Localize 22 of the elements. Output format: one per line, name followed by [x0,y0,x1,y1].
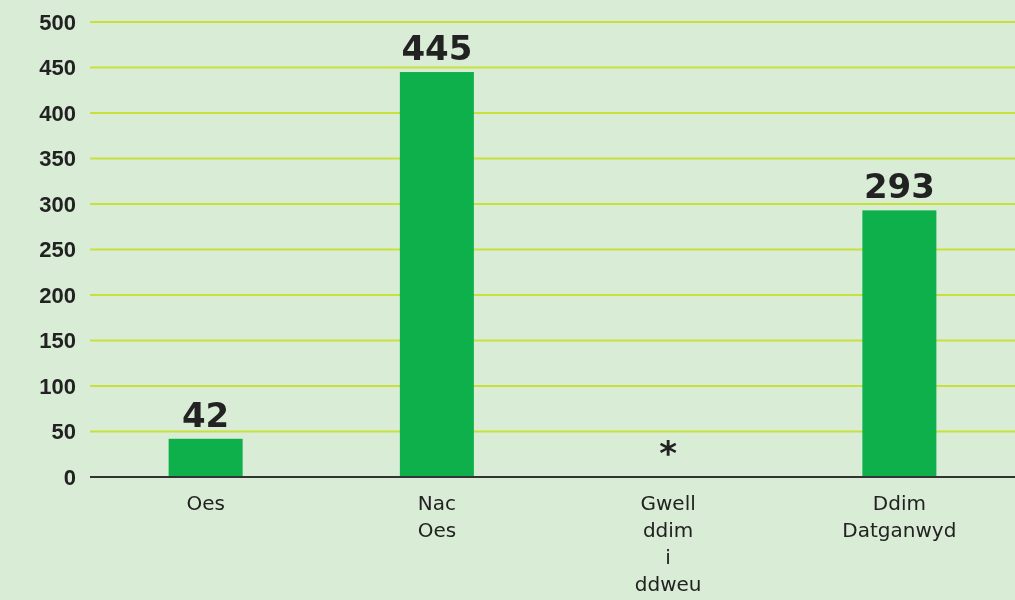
y-tick-label: 200 [39,282,76,308]
x-tick-label: Oes [186,491,225,515]
x-tick-label: Ddim Datganwyd [842,491,957,542]
bar [862,210,937,477]
y-tick-label: 300 [39,191,76,217]
y-tick-label: 0 [63,464,76,490]
y-tick-label: 450 [39,55,76,81]
data-label: 445 [401,28,473,69]
y-tick-label: 250 [39,237,76,263]
bar [399,72,474,477]
y-tick-label: 350 [39,146,76,172]
y-tick-label: 100 [39,373,76,399]
x-tick-label: Nac Oes [417,491,457,542]
x-tick-label: Gwell ddim i ddweu [634,491,702,596]
text: * [659,433,678,473]
y-tick-label: 50 [51,419,76,445]
y-tick-label: 400 [39,100,76,126]
bar [168,438,243,477]
y-tick-label: 500 [39,9,76,35]
y-tick-label: 150 [39,328,76,354]
data-label: 293 [863,166,935,207]
data-label: 42 [181,394,230,435]
